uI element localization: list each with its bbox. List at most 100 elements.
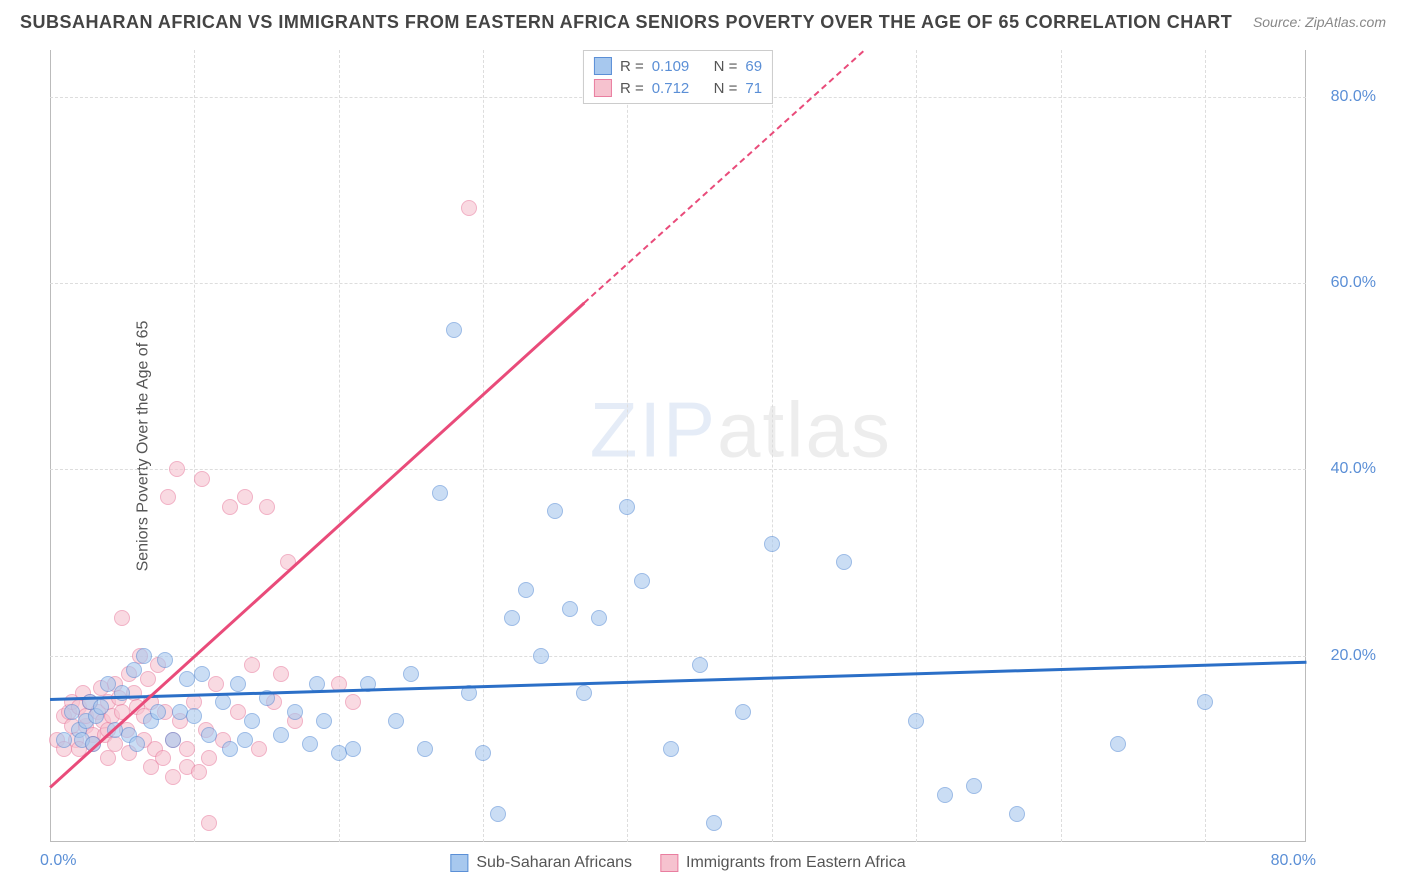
y-tick-label: 20.0% <box>1316 647 1376 665</box>
scatter-point-blue <box>663 741 679 757</box>
scatter-point-pink <box>114 610 130 626</box>
scatter-point-blue <box>165 732 181 748</box>
scatter-point-pink <box>461 200 477 216</box>
scatter-point-blue <box>302 736 318 752</box>
grid-line-v <box>1061 50 1062 842</box>
scatter-point-blue <box>64 704 80 720</box>
scatter-point-blue <box>186 708 202 724</box>
scatter-point-blue <box>316 713 332 729</box>
scatter-point-blue <box>836 554 852 570</box>
grid-line-v <box>1205 50 1206 842</box>
scatter-point-blue <box>533 648 549 664</box>
scatter-point-blue <box>634 573 650 589</box>
scatter-point-blue <box>1009 806 1025 822</box>
scatter-point-blue <box>129 736 145 752</box>
x-axis <box>50 841 1306 842</box>
scatter-point-blue <box>562 601 578 617</box>
scatter-point-blue <box>126 662 142 678</box>
scatter-point-pink <box>345 694 361 710</box>
swatch-pink <box>660 854 678 872</box>
scatter-point-blue <box>966 778 982 794</box>
scatter-point-pink <box>160 489 176 505</box>
scatter-point-pink <box>179 741 195 757</box>
legend-stats-row-pink: R = 0.712 N = 71 <box>594 77 762 99</box>
grid-line-v <box>627 50 628 842</box>
scatter-point-blue <box>735 704 751 720</box>
x-tick-min: 0.0% <box>40 852 76 870</box>
scatter-point-blue <box>194 666 210 682</box>
scatter-point-blue <box>215 694 231 710</box>
scatter-point-blue <box>432 485 448 501</box>
scatter-point-pink <box>273 666 289 682</box>
scatter-point-pink <box>140 671 156 687</box>
swatch-blue <box>450 854 468 872</box>
legend-R-label: R = <box>620 58 644 75</box>
scatter-point-blue <box>446 322 462 338</box>
scatter-point-blue <box>417 741 433 757</box>
legend-label-pink: Immigrants from Eastern Africa <box>686 854 906 872</box>
scatter-point-blue <box>287 704 303 720</box>
scatter-point-blue <box>345 741 361 757</box>
scatter-point-pink <box>201 750 217 766</box>
scatter-point-blue <box>706 815 722 831</box>
grid-line-v <box>339 50 340 842</box>
grid-line-v <box>483 50 484 842</box>
scatter-point-blue <box>136 648 152 664</box>
chart-plot-area: ZIPatlas R = 0.109 N = 69 R = 0.712 N = … <box>50 50 1306 842</box>
scatter-point-blue <box>157 652 173 668</box>
scatter-point-blue <box>764 536 780 552</box>
scatter-point-blue <box>201 727 217 743</box>
grid-line-v <box>772 50 773 842</box>
scatter-point-pink <box>107 736 123 752</box>
legend-label-blue: Sub-Saharan Africans <box>476 854 632 872</box>
scatter-point-blue <box>937 787 953 803</box>
legend-item-blue: Sub-Saharan Africans <box>450 854 632 872</box>
scatter-point-blue <box>475 745 491 761</box>
scatter-point-pink <box>191 764 207 780</box>
scatter-point-blue <box>388 713 404 729</box>
scatter-point-blue <box>518 582 534 598</box>
y-tick-label: 80.0% <box>1316 88 1376 106</box>
legend-series: Sub-Saharan Africans Immigrants from Eas… <box>450 854 905 872</box>
scatter-point-pink <box>169 461 185 477</box>
y-tick-label: 40.0% <box>1316 460 1376 478</box>
scatter-point-pink <box>244 657 260 673</box>
watermark-atlas: atlas <box>717 386 892 474</box>
scatter-point-blue <box>591 610 607 626</box>
scatter-point-blue <box>56 732 72 748</box>
grid-line-h <box>50 283 1306 284</box>
scatter-point-blue <box>222 741 238 757</box>
legend-item-pink: Immigrants from Eastern Africa <box>660 854 906 872</box>
scatter-point-blue <box>237 732 253 748</box>
y-tick-label: 60.0% <box>1316 274 1376 292</box>
scatter-point-pink <box>165 769 181 785</box>
scatter-point-blue <box>100 676 116 692</box>
scatter-point-pink <box>237 489 253 505</box>
scatter-point-blue <box>1110 736 1126 752</box>
watermark-zip: ZIP <box>590 386 717 474</box>
scatter-point-blue <box>619 499 635 515</box>
y-axis-right <box>1305 50 1306 842</box>
scatter-point-blue <box>403 666 419 682</box>
scatter-point-pink <box>155 750 171 766</box>
legend-R-pink: 0.712 <box>652 80 690 97</box>
scatter-point-blue <box>244 713 260 729</box>
scatter-point-blue <box>1197 694 1213 710</box>
legend-R-blue: 0.109 <box>652 58 690 75</box>
legend-N-blue: 69 <box>745 58 762 75</box>
scatter-point-pink <box>251 741 267 757</box>
scatter-point-pink <box>222 499 238 515</box>
scatter-point-pink <box>230 704 246 720</box>
scatter-point-pink <box>208 676 224 692</box>
swatch-pink <box>594 79 612 97</box>
scatter-point-blue <box>273 727 289 743</box>
chart-title: SUBSAHARAN AFRICAN VS IMMIGRANTS FROM EA… <box>20 12 1232 33</box>
legend-R-label: R = <box>620 80 644 97</box>
scatter-point-blue <box>908 713 924 729</box>
watermark: ZIPatlas <box>590 385 892 476</box>
grid-line-h <box>50 656 1306 657</box>
y-axis-left <box>50 50 51 842</box>
scatter-point-blue <box>490 806 506 822</box>
scatter-point-blue <box>692 657 708 673</box>
legend-N-pink: 71 <box>745 80 762 97</box>
